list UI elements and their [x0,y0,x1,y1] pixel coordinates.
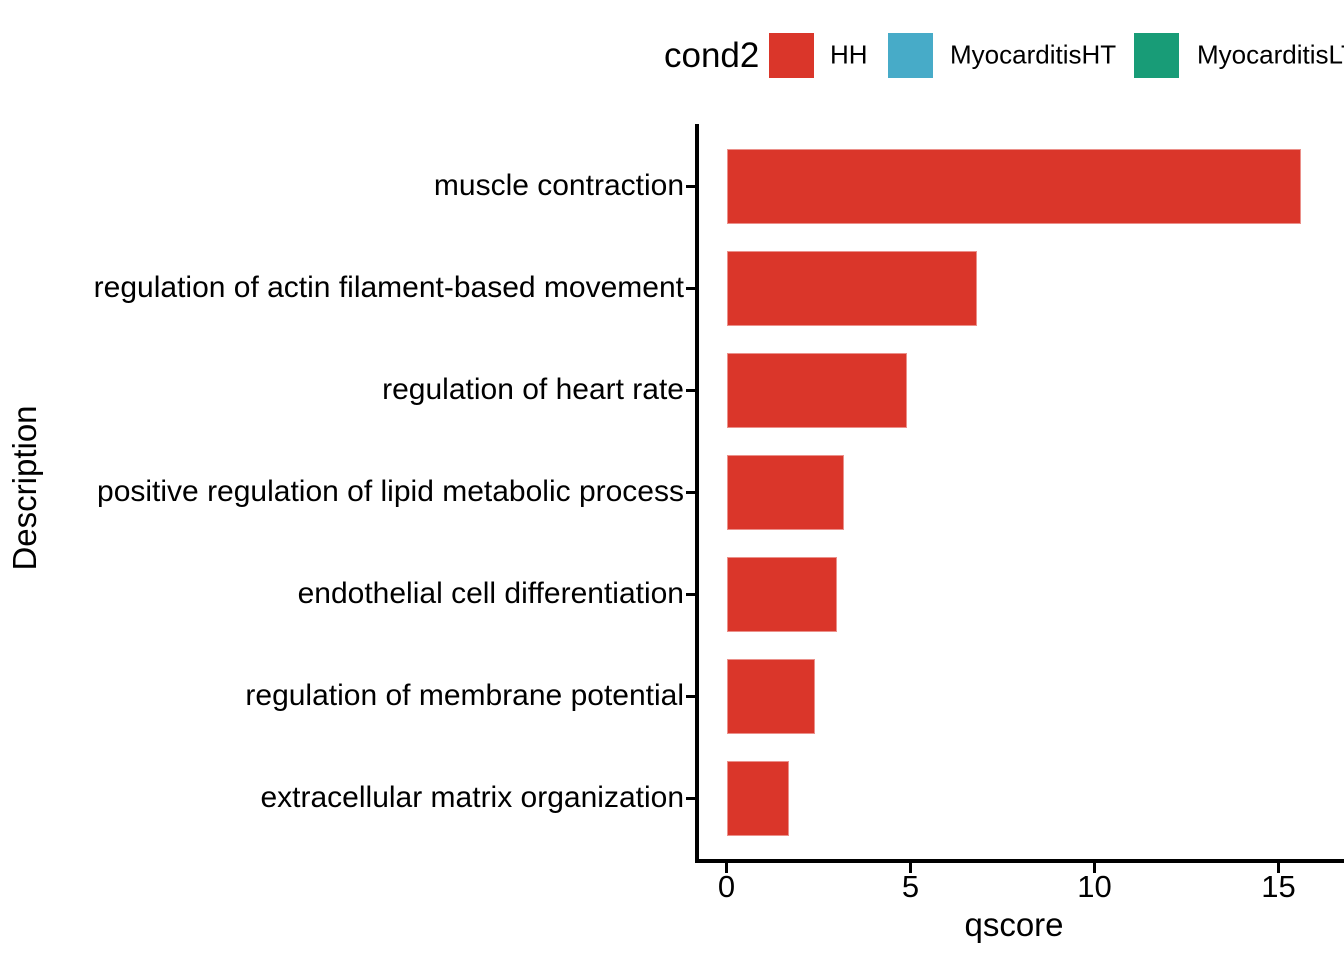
y-tick [686,388,696,392]
y-axis-label: regulation of membrane potential [245,679,684,712]
x-tick [725,862,728,873]
legend-key-swatch [888,33,933,78]
x-tick [1093,862,1096,873]
legend-key-swatch [1134,33,1179,78]
y-tick [686,796,696,800]
x-tick-label: 5 [901,869,920,904]
y-tick [686,286,696,290]
legend-label: MyocarditisHT [950,39,1117,70]
y-axis-title: Description [6,405,43,571]
legend-label: MyocarditisLT [1197,39,1344,70]
bar [726,658,815,734]
y-axis-label: regulation of actin filament-based movem… [93,271,684,304]
bar [726,556,837,632]
y-axis-label: extracellular matrix organization [260,781,684,814]
x-tick-label: 10 [1077,869,1112,904]
y-tick [686,694,696,698]
bar [726,352,907,428]
x-tick-label: 15 [1261,869,1296,904]
y-tick [686,184,696,188]
bar [726,454,845,530]
bar [726,760,790,836]
x-axis-line [695,859,1344,863]
y-axis-label: muscle contraction [433,169,684,202]
legend-title: cond2 [664,36,760,75]
y-axis-line [695,124,699,863]
y-tick [686,592,696,596]
legend-label: HH [830,39,868,70]
x-axis-title: qscore [964,906,1064,943]
y-axis-label: regulation of heart rate [382,373,684,406]
y-axis-label: positive regulation of lipid metabolic p… [97,475,684,508]
bar [726,148,1301,224]
y-tick [686,490,696,494]
x-tick-label: 0 [717,869,736,904]
y-axis-label: endothelial cell differentiation [297,577,684,610]
bar [726,250,977,326]
x-tick [909,862,912,873]
legend-key-swatch [769,33,814,78]
x-tick [1277,862,1280,873]
